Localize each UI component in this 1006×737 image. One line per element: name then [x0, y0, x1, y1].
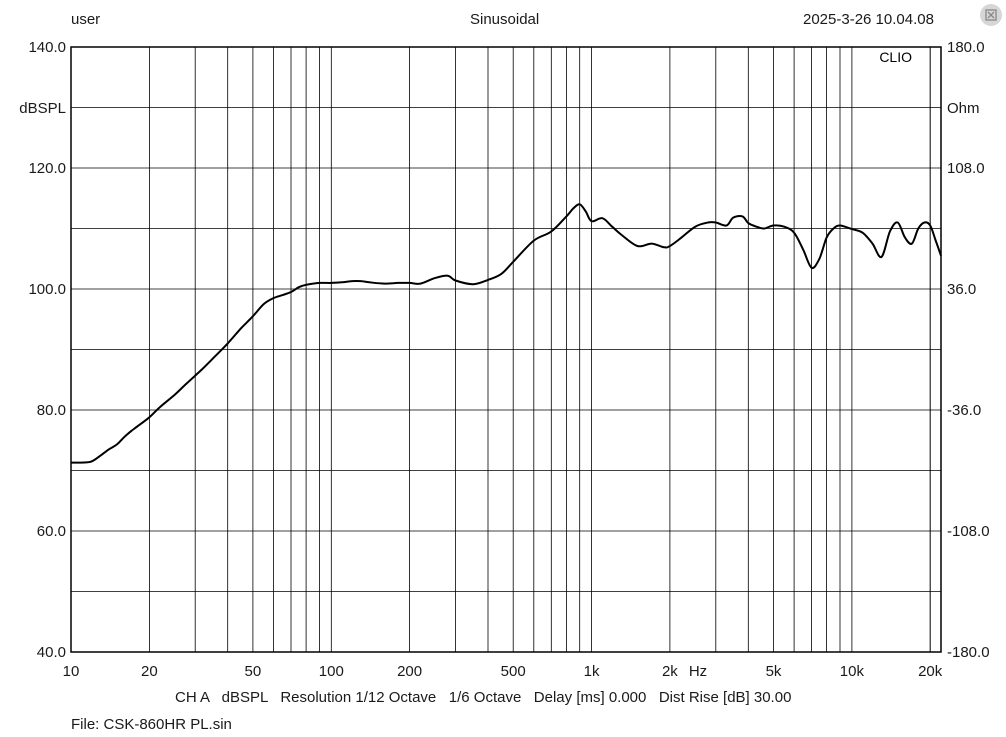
header-datetime: 2025-3-26 10.04.08: [803, 11, 934, 28]
y-tick-label: 120.0: [28, 160, 66, 177]
y-axis-label: dBSPL: [19, 100, 66, 117]
file-name: File: CSK-860HR PL.sin: [71, 716, 232, 733]
x-tick-label: 5k: [766, 663, 782, 680]
x-tick-label: 10k: [840, 663, 865, 680]
plot-frame: [70, 46, 942, 653]
brand-label: CLIO: [879, 49, 912, 65]
y2-axis-label: Ohm: [947, 100, 980, 117]
x-tick-label: 1k: [584, 663, 600, 680]
header-mode: Sinusoidal: [470, 11, 540, 28]
y-tick-label: 140.0: [28, 39, 66, 56]
measurement-settings: CH A dBSPL Resolution 1/12 Octave 1/6 Oc…: [175, 689, 792, 706]
y2-tick-label: -108.0: [947, 523, 990, 540]
y-tick-labels: 40.0 60.0 80.0 100.0 120.0 140.0: [28, 39, 66, 661]
y2-tick-label: 108.0: [947, 160, 985, 177]
y2-tick-labels: -180.0 -108.0 -36.0 36.0 108.0 180.0: [947, 39, 990, 661]
x-tick-label: 200: [397, 663, 422, 680]
x-tick-labels: 10 20 50 100 200 500 1k 2k 5k 10k 20k: [63, 663, 943, 680]
x-tick-label: 50: [245, 663, 262, 680]
y2-tick-label: -180.0: [947, 644, 990, 661]
y-tick-label: 80.0: [37, 402, 66, 419]
x-tick-label: 20: [141, 663, 158, 680]
y-tick-label: 60.0: [37, 523, 66, 540]
header-user: user: [71, 11, 101, 28]
y2-tick-label: 36.0: [947, 281, 976, 298]
grid: [71, 47, 941, 652]
x-axis-unit-label: Hz: [689, 663, 707, 680]
y-tick-label: 100.0: [28, 281, 66, 298]
x-tick-label: 10: [63, 663, 80, 680]
x-tick-label: 20k: [918, 663, 943, 680]
spl-curve: [70, 203, 942, 464]
y2-tick-label: -36.0: [947, 402, 981, 419]
expand-icon[interactable]: [980, 4, 1002, 26]
x-tick-label: 100: [319, 663, 344, 680]
x-tick-label: 500: [501, 663, 526, 680]
y-tick-label: 40.0: [37, 644, 66, 661]
y2-tick-label: 180.0: [947, 39, 985, 56]
x-tick-label: 2k: [662, 663, 678, 680]
